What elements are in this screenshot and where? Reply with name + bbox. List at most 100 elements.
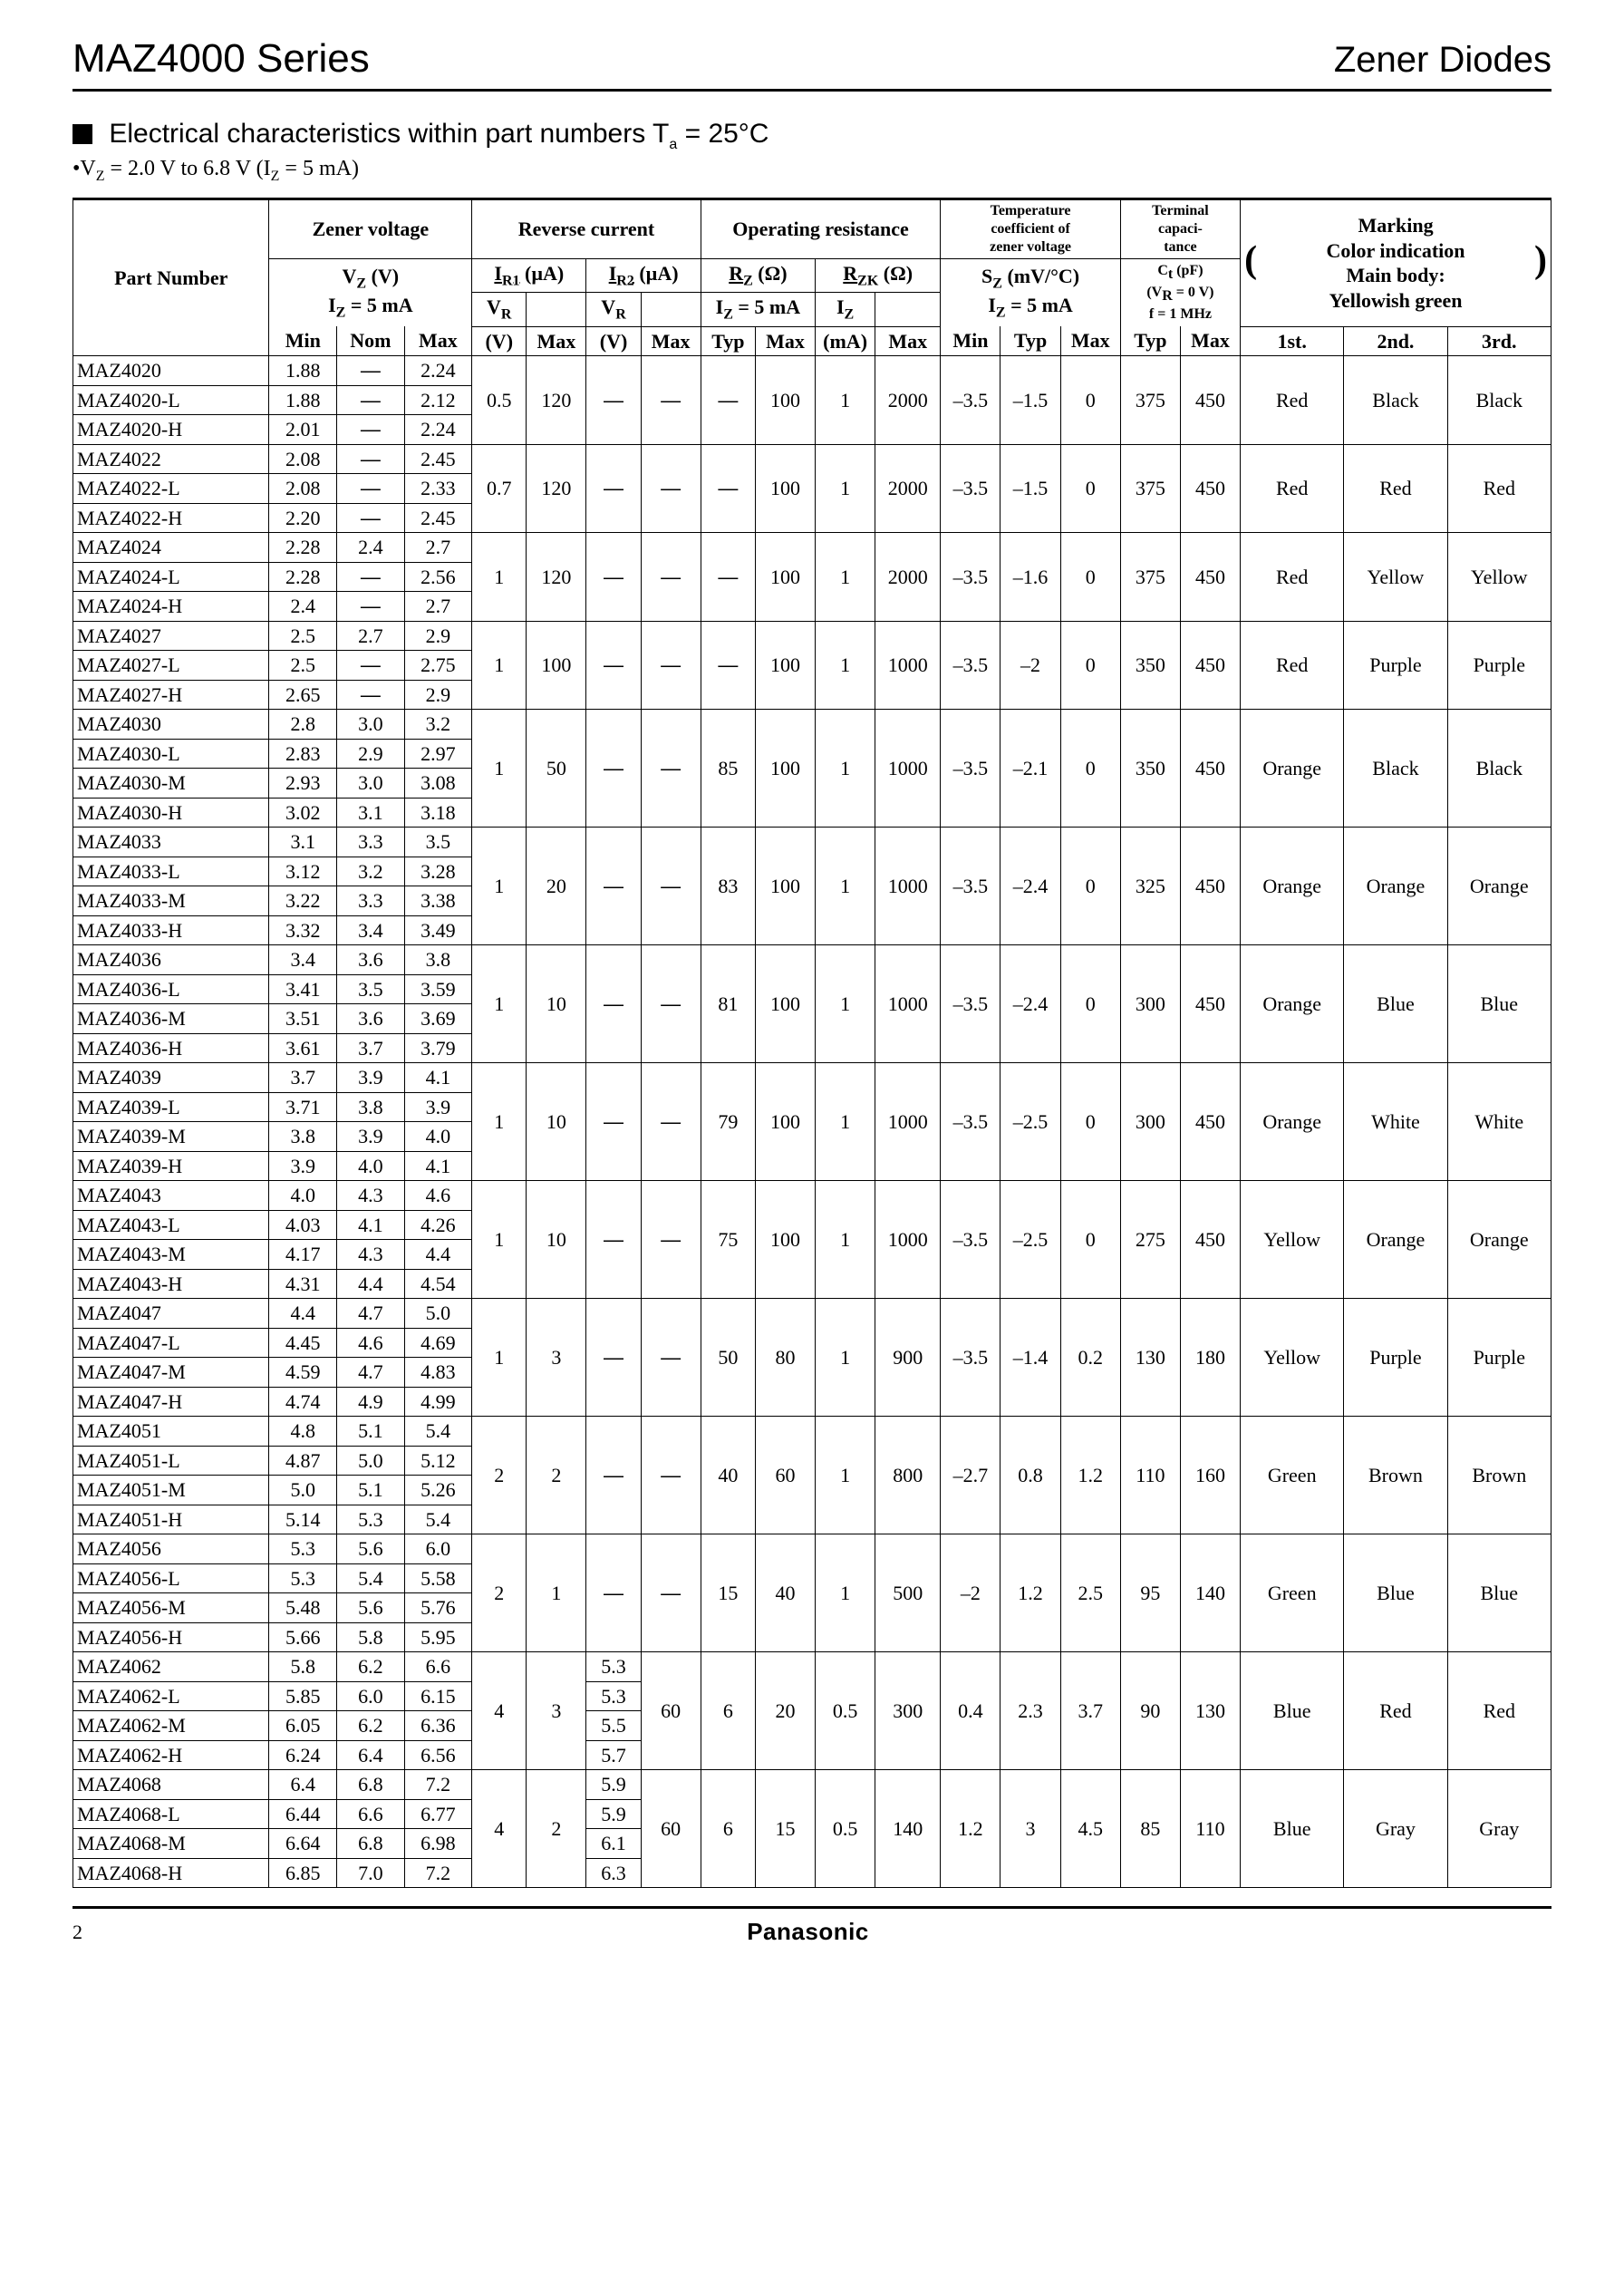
merged-cell: — xyxy=(586,828,641,945)
value-cell: 2.01 xyxy=(269,415,337,445)
value-cell: 6.2 xyxy=(337,1652,405,1682)
value-cell: 5.6 xyxy=(337,1534,405,1564)
merged-cell: 100 xyxy=(755,621,815,710)
merged-cell: Brown xyxy=(1344,1417,1447,1534)
merged-cell: Yellow xyxy=(1241,1181,1344,1299)
part-number-cell: MAZ4047-M xyxy=(73,1358,269,1388)
merged-cell: Red xyxy=(1241,356,1344,445)
merged-cell: Gray xyxy=(1344,1770,1447,1888)
merged-cell: — xyxy=(586,945,641,1063)
value-cell: 4.03 xyxy=(269,1210,337,1240)
part-number-cell: MAZ4027 xyxy=(73,621,269,651)
value-cell: 6.77 xyxy=(404,1799,472,1829)
merged-cell: — xyxy=(641,444,701,533)
merged-cell: 1.2 xyxy=(941,1770,1000,1888)
merged-cell: 1 xyxy=(816,1417,875,1534)
value-cell: 2.20 xyxy=(269,503,337,533)
merged-cell: 60 xyxy=(755,1417,815,1534)
merged-cell: 300 xyxy=(1120,945,1180,1063)
hdr-vz: VZ (V) IZ = 5 mA xyxy=(269,258,472,326)
merged-cell: 0 xyxy=(1060,1063,1120,1181)
merged-cell: 6 xyxy=(701,1770,755,1888)
value-cell: 2.7 xyxy=(337,621,405,651)
merged-cell: 2.3 xyxy=(1000,1652,1060,1770)
value-cell: 2.93 xyxy=(269,769,337,799)
part-number-cell: MAZ4020 xyxy=(73,356,269,386)
merged-cell: 2 xyxy=(527,1417,586,1534)
merged-cell: 0.7 xyxy=(472,444,527,533)
merged-cell: Brown xyxy=(1447,1417,1551,1534)
merged-cell: — xyxy=(586,1299,641,1417)
value-cell: 6.1 xyxy=(586,1829,641,1859)
part-number-cell: MAZ4051-H xyxy=(73,1505,269,1534)
merged-cell: 20 xyxy=(755,1652,815,1770)
merged-cell: Red xyxy=(1241,533,1344,622)
value-cell: 3.0 xyxy=(337,769,405,799)
value-cell: 5.0 xyxy=(404,1299,472,1329)
value-cell: 3.22 xyxy=(269,886,337,916)
merged-cell: 1 xyxy=(472,828,527,945)
hdr-ir1-v: (V) xyxy=(472,326,527,356)
value-cell: 4.6 xyxy=(337,1328,405,1358)
merged-cell: 1 xyxy=(816,1181,875,1299)
data-table: Part Number Zener voltage Reverse curren… xyxy=(72,198,1552,1888)
merged-cell: — xyxy=(701,533,755,622)
part-number-cell: MAZ4039 xyxy=(73,1063,269,1093)
merged-cell: 110 xyxy=(1180,1770,1240,1888)
part-number-cell: MAZ4047-H xyxy=(73,1387,269,1417)
merged-cell: –3.5 xyxy=(941,533,1000,622)
value-cell: 5.3 xyxy=(269,1563,337,1593)
merged-cell: 1 xyxy=(816,621,875,710)
merged-cell: — xyxy=(641,621,701,710)
part-number-cell: MAZ4062 xyxy=(73,1652,269,1682)
merged-cell: 0.4 xyxy=(941,1652,1000,1770)
merged-cell: Red xyxy=(1447,444,1551,533)
part-number-cell: MAZ4033-M xyxy=(73,886,269,916)
merged-cell: — xyxy=(641,1299,701,1417)
merged-cell: –3.5 xyxy=(941,1299,1000,1417)
value-cell: 4.45 xyxy=(269,1328,337,1358)
value-cell: 5.1 xyxy=(337,1476,405,1505)
value-cell: 4.1 xyxy=(337,1210,405,1240)
value-cell: 5.8 xyxy=(337,1622,405,1652)
part-number-cell: MAZ4036-L xyxy=(73,974,269,1004)
merged-cell: 100 xyxy=(527,621,586,710)
value-cell: 6.85 xyxy=(269,1858,337,1888)
hdr-reverse-current: Reverse current xyxy=(472,198,701,258)
value-cell: 5.3 xyxy=(337,1505,405,1534)
merged-cell: 1 xyxy=(816,533,875,622)
merged-cell: 1 xyxy=(816,710,875,828)
hdr-rz-max: Max xyxy=(755,326,815,356)
merged-cell: Green xyxy=(1241,1534,1344,1652)
part-number-cell: MAZ4062-M xyxy=(73,1711,269,1741)
value-cell: 5.0 xyxy=(269,1476,337,1505)
part-number-cell: MAZ4033-H xyxy=(73,915,269,945)
value-cell: 6.2 xyxy=(337,1711,405,1741)
value-cell: 4.4 xyxy=(269,1299,337,1329)
merged-cell: 95 xyxy=(1120,1534,1180,1652)
value-cell: 2.8 xyxy=(269,710,337,740)
value-cell: 3.8 xyxy=(404,945,472,975)
value-cell: 3.79 xyxy=(404,1033,472,1063)
value-cell: 6.0 xyxy=(337,1681,405,1711)
value-cell: — xyxy=(337,385,405,415)
merged-cell: — xyxy=(586,356,641,445)
merged-cell: — xyxy=(586,1063,641,1181)
part-number-cell: MAZ4030 xyxy=(73,710,269,740)
footer: 2 Panasonic xyxy=(72,1906,1552,1946)
merged-cell: Orange xyxy=(1447,828,1551,945)
value-cell: 2.45 xyxy=(404,503,472,533)
value-cell: 3.8 xyxy=(337,1092,405,1122)
section-subnote: •VZ = 2.0 V to 6.8 V (IZ = 5 mA) xyxy=(72,157,1552,185)
merged-cell: Green xyxy=(1241,1417,1344,1534)
merged-cell: 15 xyxy=(701,1534,755,1652)
merged-cell: 1 xyxy=(472,1299,527,1417)
merged-cell: 2 xyxy=(527,1770,586,1888)
hdr-min: Min xyxy=(269,326,337,356)
merged-cell: 6 xyxy=(701,1652,755,1770)
value-cell: 4.1 xyxy=(404,1063,472,1093)
merged-cell: –3.5 xyxy=(941,444,1000,533)
value-cell: 4.6 xyxy=(404,1181,472,1211)
value-cell: 3.8 xyxy=(269,1122,337,1152)
merged-cell: Black xyxy=(1344,356,1447,445)
